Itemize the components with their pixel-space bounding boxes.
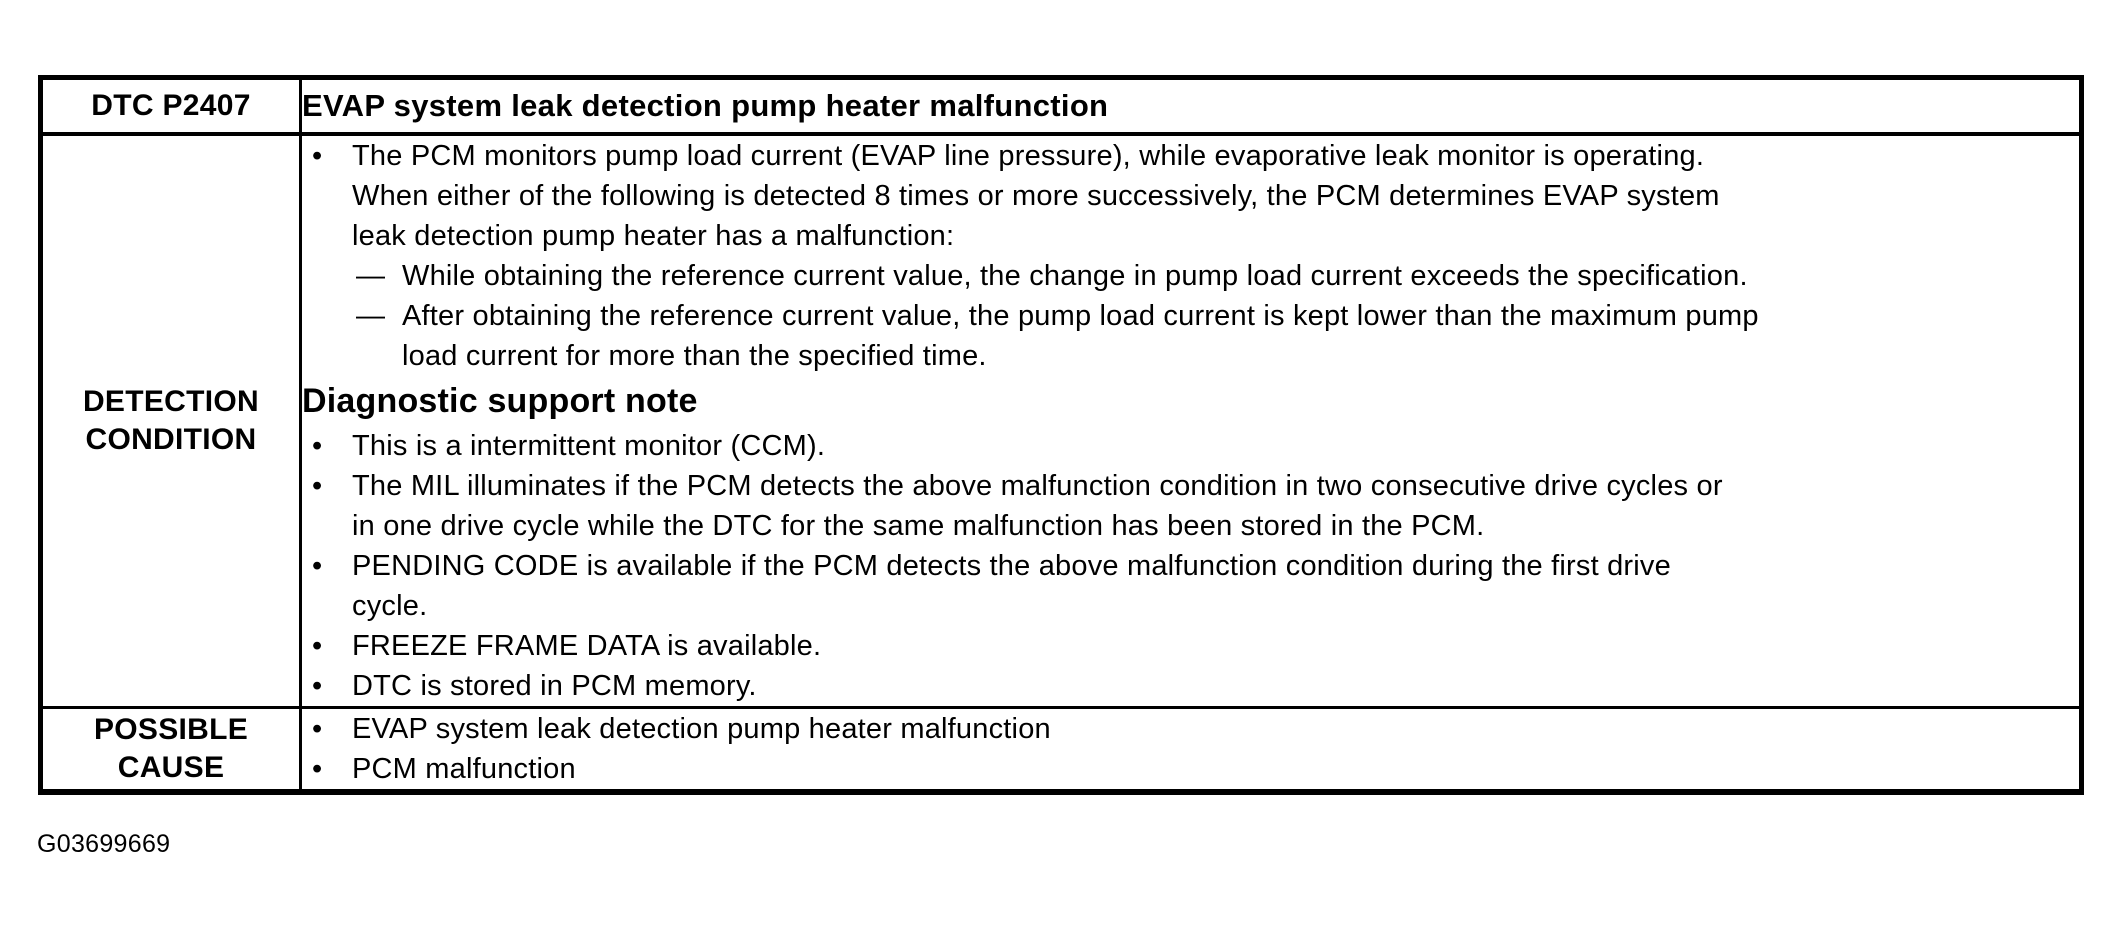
dtc-header-row: DTC P2407 EVAP system leak detection pum… [38,75,2084,136]
note-bullet-text: FREEZE FRAME DATA is available. [352,630,822,662]
detection-dash-text: While obtaining the reference current va… [402,260,1748,292]
note-bullet-text: DTC is stored in PCM memory. [352,670,757,702]
possible-cause-content: • EVAP system leak detection pump heater… [299,706,2084,795]
diagnostic-support-note-heading: Diagnostic support note [302,382,698,420]
cause-bullet-item: • EVAP system leak detection pump heater… [302,709,2079,749]
detection-intro-item: • The PCM monitors pump load current (EV… [302,136,2079,256]
note-bullet-text: This is a intermittent monitor (CCM). [352,430,826,462]
cause-bullet-text: PCM malfunction [352,753,576,785]
detection-dash-text: After obtaining the reference current va… [402,300,1759,372]
cause-bullet-item: • PCM malfunction [302,749,2079,789]
bullet-icon: • [312,470,323,502]
possible-cause-label: POSSIBLE CAUSE [38,706,302,795]
detection-condition-label: DETECTION CONDITION [38,132,302,709]
bullet-icon: • [312,713,323,745]
note-bullet-item: • PENDING CODE is available if the PCM d… [302,546,2079,626]
possible-cause-row: POSSIBLE CAUSE • EVAP system leak detect… [38,706,2084,795]
detection-dash-item: — While obtaining the reference current … [356,256,2079,296]
bullet-icon: • [312,753,323,785]
detection-condition-content: • The PCM monitors pump load current (EV… [299,132,2084,709]
dtc-table: DTC P2407 EVAP system leak detection pum… [38,75,2084,795]
dash-icon: — [356,260,386,292]
note-bullet-item: • DTC is stored in PCM memory. [302,666,2079,706]
note-bullet-item: • The MIL illuminates if the PCM detects… [302,466,2079,546]
dtc-title-cell: EVAP system leak detection pump heater m… [299,75,2084,136]
cause-bullet-text: EVAP system leak detection pump heater m… [352,713,1051,745]
detection-condition-row: DETECTION CONDITION • The PCM monitors p… [38,132,2084,709]
note-bullet-item: • This is a intermittent monitor (CCM). [302,426,2079,466]
bullet-icon: • [312,140,323,172]
bullet-icon: • [312,430,323,462]
detection-intro-text: The PCM monitors pump load current (EVAP… [352,140,1720,252]
note-bullet-text: PENDING CODE is available if the PCM det… [352,550,1671,622]
bullet-icon: • [312,630,323,662]
note-bullet-item: • FREEZE FRAME DATA is available. [302,626,2079,666]
bullet-icon: • [312,670,323,702]
figure-id: G03699669 [37,830,171,858]
dash-icon: — [356,300,386,332]
note-bullet-text: The MIL illuminates if the PCM detects t… [352,470,1723,542]
detection-dash-item: — After obtaining the reference current … [356,296,2079,376]
bullet-icon: • [312,550,323,582]
dtc-code-cell: DTC P2407 [38,75,302,136]
